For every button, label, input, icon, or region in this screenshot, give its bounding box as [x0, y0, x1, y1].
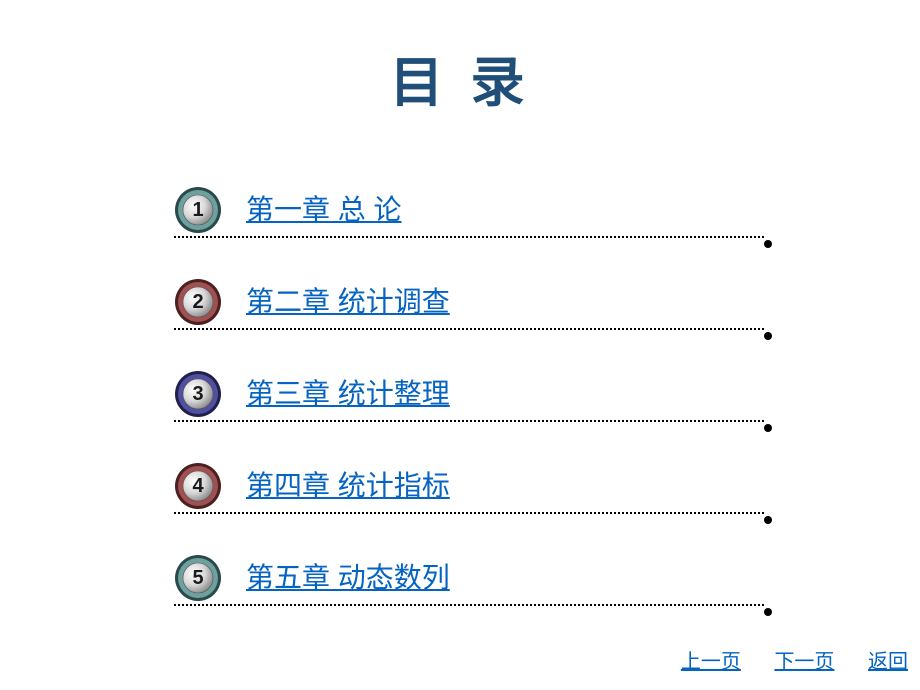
- bullet-number: 2: [174, 278, 222, 326]
- page-title: 目 录: [0, 38, 920, 117]
- leader-line: [174, 604, 764, 606]
- leader-dot: [764, 240, 772, 248]
- toc-row: 2 第二章 统计调查: [174, 272, 754, 336]
- toc-row: 3 第三章 统计整理: [174, 364, 754, 428]
- leader-line: [174, 236, 764, 238]
- leader-line: [174, 420, 764, 422]
- toc-row: 1 第一章 总 论: [174, 180, 754, 244]
- leader-dot: [764, 516, 772, 524]
- bullet-number: 1: [174, 186, 222, 234]
- chapter-link-2[interactable]: 第二章 统计调查: [246, 280, 450, 320]
- chapter-link-4[interactable]: 第四章 统计指标: [246, 464, 450, 504]
- leader-dot: [764, 608, 772, 616]
- slide-page: 目 录 1 第一章 总 论: [0, 0, 920, 690]
- toc-row: 5 第五章 动态数列: [174, 548, 754, 612]
- chapter-link-3[interactable]: 第三章 统计整理: [246, 372, 450, 412]
- leader-line: [174, 512, 764, 514]
- back-link[interactable]: 返回: [868, 651, 908, 673]
- leader-line: [174, 328, 764, 330]
- bullet-number: 5: [174, 554, 222, 602]
- bullet-number: 3: [174, 370, 222, 418]
- next-page-link[interactable]: 下一页: [774, 651, 834, 673]
- toc-row: 4 第四章 统计指标: [174, 456, 754, 520]
- leader-dot: [764, 332, 772, 340]
- chapter-link-1[interactable]: 第一章 总 论: [246, 188, 402, 228]
- nav-links: 上一页 下一页 返回: [653, 645, 908, 674]
- bullet-number: 4: [174, 462, 222, 510]
- prev-page-link[interactable]: 上一页: [681, 651, 741, 673]
- leader-dot: [764, 424, 772, 432]
- chapter-link-5[interactable]: 第五章 动态数列: [246, 556, 450, 596]
- table-of-contents: 1 第一章 总 论: [174, 180, 754, 640]
